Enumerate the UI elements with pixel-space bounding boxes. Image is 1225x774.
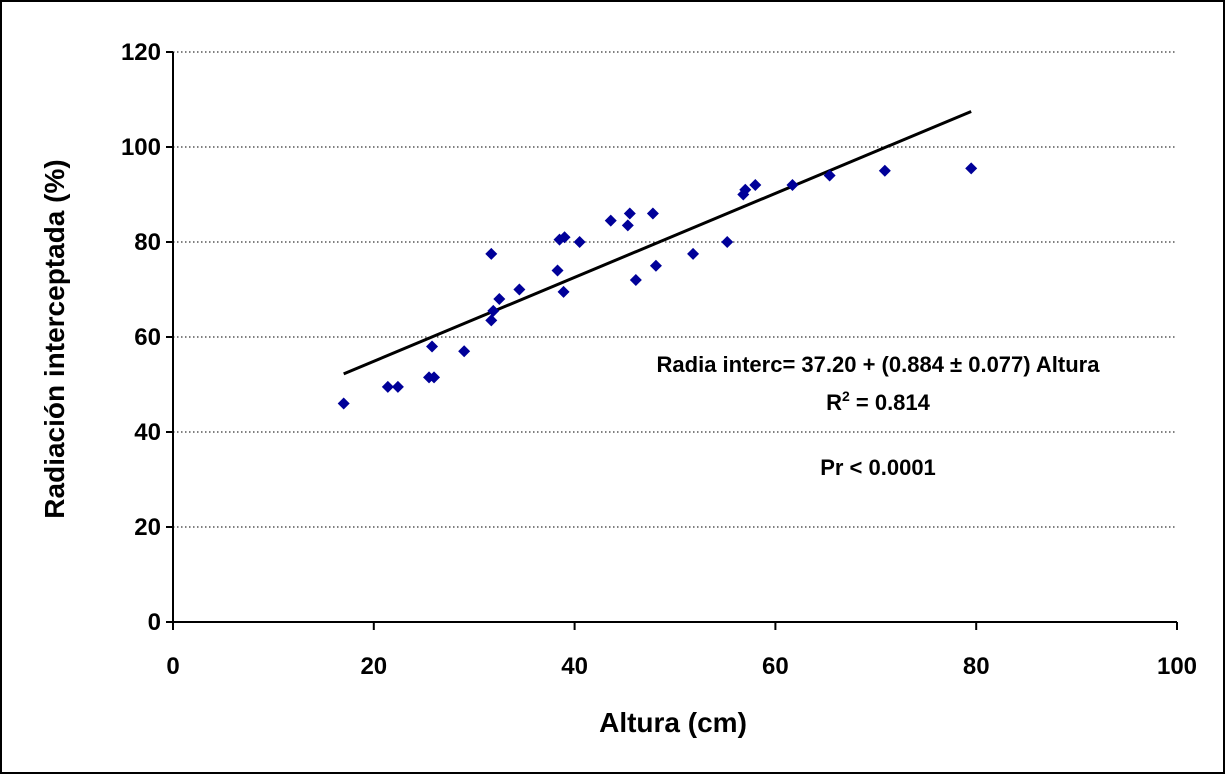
data-point-10 (493, 293, 506, 305)
data-point-9 (485, 247, 498, 260)
y-axis-title: Radiación interceptada (%) (39, 159, 70, 518)
data-point-4 (428, 371, 441, 384)
x-tick-label-100: 100 (1157, 653, 1197, 680)
y-tick-label-80: 80 (134, 229, 161, 256)
data-point-20 (629, 274, 642, 286)
data-point-29 (823, 169, 836, 182)
data-point-8 (487, 304, 500, 317)
data-point-2 (391, 380, 404, 393)
data-point-28 (786, 179, 799, 191)
x-tick-label-60: 60 (762, 653, 789, 680)
data-point-26 (739, 183, 752, 196)
y-tick-label-40: 40 (134, 419, 161, 446)
data-point-0 (337, 397, 350, 410)
r-squared-symbol: R (826, 390, 842, 415)
tick-labels: 0 20 40 60 80 100 120 0 20 40 60 80 100 (121, 39, 1197, 680)
y-tick-label-20: 20 (134, 514, 161, 541)
data-point-30 (878, 164, 891, 177)
data-point-17 (604, 214, 617, 227)
data-point-22 (649, 259, 662, 272)
data-point-27 (749, 179, 762, 191)
x-tick-label-20: 20 (360, 653, 387, 680)
data-point-19 (623, 207, 636, 220)
data-points (337, 162, 978, 410)
data-point-23 (687, 247, 700, 260)
data-point-18 (621, 219, 634, 232)
y-tick-label-120: 120 (121, 39, 161, 66)
data-point-11 (513, 283, 526, 296)
data-point-12 (551, 264, 564, 277)
equation-annotation: Radia interc= 37.20 + (0.884 ± 0.077) Al… (657, 352, 1101, 377)
data-point-31 (965, 162, 978, 175)
y-tick-label-0: 0 (148, 609, 161, 636)
data-point-24 (721, 236, 734, 248)
r-squared-value: = 0.814 (850, 390, 931, 415)
data-point-6 (458, 345, 471, 358)
data-point-7 (485, 314, 498, 327)
r-squared-annotation: R2 = 0.814 (826, 388, 931, 415)
gridlines (173, 51, 1177, 528)
trendline-group (343, 110, 972, 376)
r-squared-superscript: 2 (842, 388, 850, 404)
data-point-14 (558, 231, 571, 244)
data-point-16 (573, 236, 586, 248)
axes (166, 51, 1178, 630)
x-tick-label-80: 80 (963, 653, 990, 680)
x-axis-title: Altura (cm) (599, 707, 747, 738)
x-tick-label-0: 0 (166, 653, 179, 680)
data-point-21 (646, 207, 659, 220)
y-tick-label-100: 100 (121, 134, 161, 161)
trendline (343, 110, 972, 376)
data-point-1 (381, 380, 394, 393)
data-point-15 (557, 285, 570, 298)
x-tick-label-40: 40 (561, 653, 588, 680)
p-value-annotation: Pr < 0.0001 (820, 455, 936, 480)
y-tick-label-60: 60 (134, 324, 161, 351)
data-point-5 (426, 340, 439, 353)
